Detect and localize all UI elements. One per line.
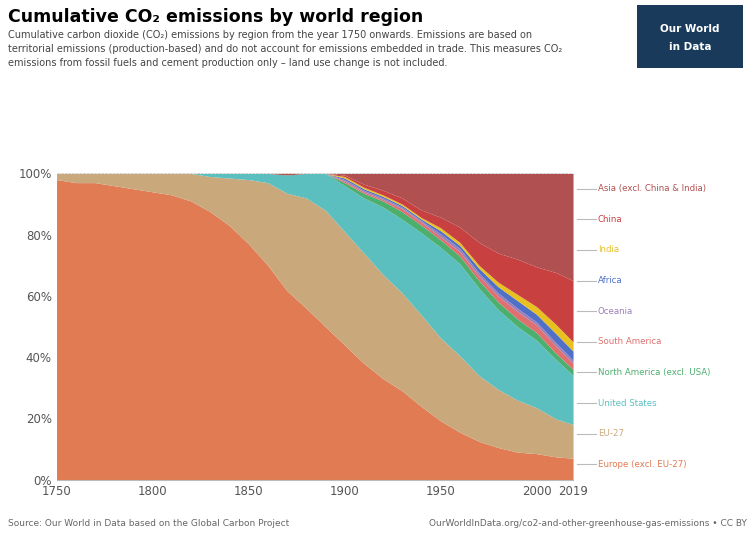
Text: in Data: in Data bbox=[669, 42, 711, 52]
Text: South America: South America bbox=[598, 337, 661, 346]
Text: India: India bbox=[598, 246, 619, 255]
Text: United States: United States bbox=[598, 398, 657, 408]
Text: Africa: Africa bbox=[598, 276, 623, 285]
Text: Cumulative CO₂ emissions by world region: Cumulative CO₂ emissions by world region bbox=[8, 8, 423, 26]
Text: Oceania: Oceania bbox=[598, 307, 633, 316]
Text: Asia (excl. China & India): Asia (excl. China & India) bbox=[598, 184, 706, 193]
Text: North America (excl. USA): North America (excl. USA) bbox=[598, 368, 710, 377]
Text: China: China bbox=[598, 215, 623, 224]
Text: Source: Our World in Data based on the Global Carbon Project: Source: Our World in Data based on the G… bbox=[8, 519, 289, 528]
Text: OurWorldInData.org/co2-and-other-greenhouse-gas-emissions • CC BY: OurWorldInData.org/co2-and-other-greenho… bbox=[428, 519, 746, 528]
FancyBboxPatch shape bbox=[637, 5, 743, 68]
Text: Our World: Our World bbox=[661, 24, 719, 34]
Text: Cumulative carbon dioxide (CO₂) emissions by region from the year 1750 onwards. : Cumulative carbon dioxide (CO₂) emission… bbox=[8, 30, 562, 68]
Text: Europe (excl. EU-27): Europe (excl. EU-27) bbox=[598, 460, 686, 469]
Text: EU-27: EU-27 bbox=[598, 429, 624, 438]
